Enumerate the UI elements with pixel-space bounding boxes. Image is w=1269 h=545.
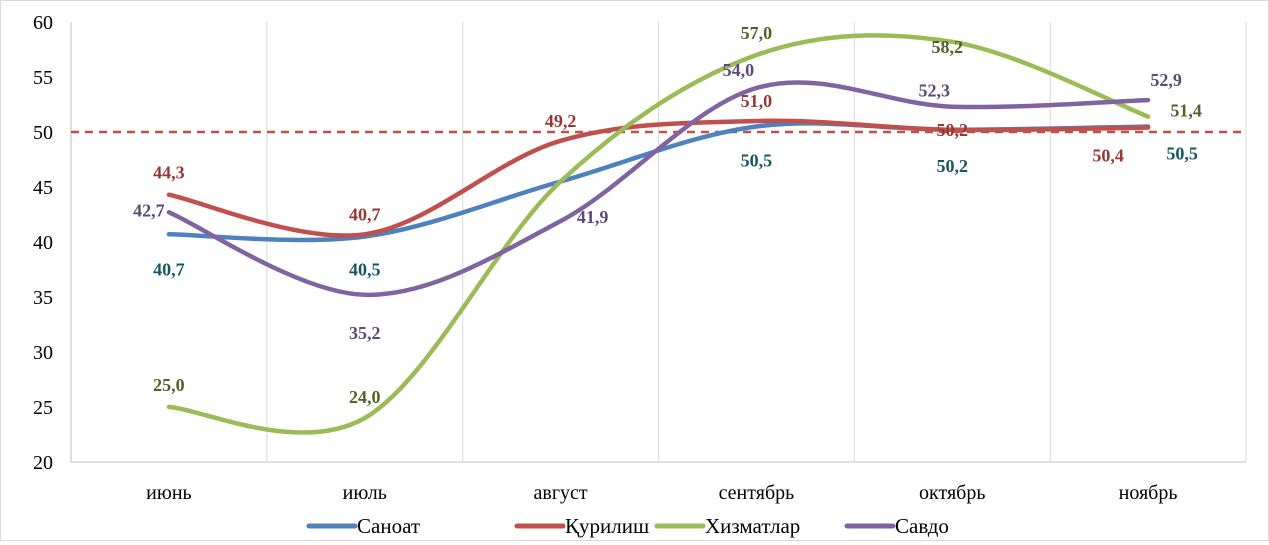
data-label: 51,4 (1170, 101, 1202, 121)
data-label: 49,2 (545, 111, 577, 131)
data-label: 50,4 (1092, 146, 1124, 166)
data-label: 35,2 (349, 323, 381, 343)
y-tick-label: 45 (33, 177, 53, 199)
x-tick-label: июнь (146, 482, 191, 504)
y-tick-label: 60 (33, 12, 53, 34)
data-label: 40,7 (349, 204, 381, 224)
y-tick-label: 30 (33, 342, 53, 364)
series-line-3 (166, 33, 1151, 435)
x-tick-label: июль (343, 482, 387, 504)
legend-label: Саноат (357, 514, 420, 538)
data-label: 58,2 (932, 37, 964, 57)
legend-label: Хизматлар (705, 514, 800, 538)
y-tick-label: 35 (33, 287, 53, 309)
data-label: 25,0 (153, 375, 185, 395)
x-tick-label: октябрь (919, 482, 985, 504)
y-tick-label: 50 (33, 122, 53, 144)
data-label: 24,0 (349, 387, 381, 407)
y-tick-label: 25 (33, 397, 53, 419)
series-line-4 (166, 80, 1151, 298)
series-line-2 (166, 118, 1151, 238)
data-label: 42,7 (133, 200, 165, 220)
data-label: 40,7 (153, 259, 185, 279)
y-tick-label: 40 (33, 232, 53, 254)
y-tick-label: 55 (33, 67, 53, 89)
x-tick-label: август (534, 482, 588, 504)
data-label: 50,5 (1166, 144, 1198, 164)
y-tick-label: 20 (33, 452, 53, 474)
data-label: 52,9 (1150, 70, 1182, 90)
data-label: 50,5 (741, 151, 773, 171)
data-label: 44,3 (153, 163, 185, 183)
data-label: 57,0 (741, 23, 773, 43)
legend-label: Савдо (895, 514, 949, 538)
x-tick-label: сентябрь (719, 482, 795, 504)
data-label: 51,0 (741, 91, 773, 111)
data-label: 52,3 (919, 81, 951, 101)
data-label: 41,9 (577, 207, 609, 227)
data-label: 50,2 (937, 120, 969, 140)
data-label: 40,5 (349, 260, 381, 280)
data-label: 50,2 (937, 156, 969, 176)
x-tick-label: ноябрь (1119, 482, 1178, 504)
data-label: 54,0 (723, 60, 755, 80)
legend-label: Қурилиш (565, 514, 649, 538)
